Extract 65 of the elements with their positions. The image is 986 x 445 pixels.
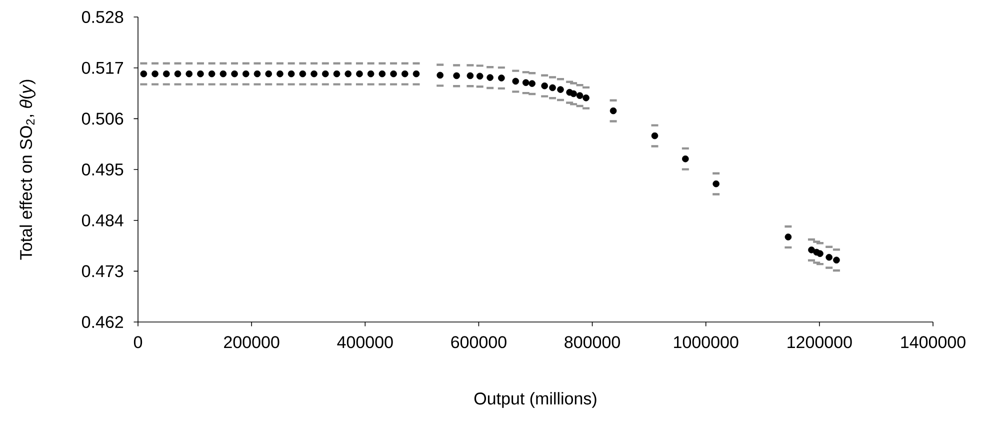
x-tick-label: 600000 bbox=[451, 336, 506, 348]
point bbox=[833, 256, 840, 264]
point bbox=[436, 72, 444, 79]
y-tick-label: 0.484 bbox=[82, 214, 124, 226]
point bbox=[356, 70, 363, 78]
point bbox=[186, 70, 193, 78]
point bbox=[466, 72, 474, 80]
point bbox=[582, 94, 590, 102]
point bbox=[344, 70, 352, 78]
point bbox=[174, 70, 182, 78]
point bbox=[412, 70, 420, 78]
point bbox=[682, 155, 689, 162]
point bbox=[453, 72, 460, 80]
y-tick-label: 0.517 bbox=[82, 62, 123, 74]
point bbox=[549, 84, 556, 92]
point bbox=[140, 70, 148, 78]
point bbox=[570, 90, 577, 98]
point bbox=[476, 72, 484, 80]
point bbox=[322, 70, 329, 78]
point bbox=[242, 70, 250, 78]
point bbox=[231, 70, 238, 78]
x-tick-label: 0 bbox=[134, 336, 142, 348]
point bbox=[333, 70, 340, 78]
point bbox=[401, 70, 408, 78]
point bbox=[299, 70, 306, 78]
point bbox=[576, 92, 584, 99]
point bbox=[254, 70, 261, 78]
x-axis-title: Output (millions) bbox=[474, 392, 596, 408]
point bbox=[712, 180, 720, 188]
point bbox=[208, 70, 216, 78]
x-tick-label: 800000 bbox=[564, 336, 620, 348]
point bbox=[528, 80, 536, 87]
point bbox=[784, 234, 792, 240]
point bbox=[152, 70, 158, 78]
x-tick-label: 1200000 bbox=[788, 336, 852, 348]
point bbox=[522, 79, 530, 86]
point bbox=[541, 82, 548, 90]
y-tick-label: 0.473 bbox=[82, 265, 124, 278]
y-tick-label: 0.495 bbox=[82, 163, 124, 176]
x-tick-label: 1400000 bbox=[901, 336, 966, 348]
point bbox=[486, 74, 494, 81]
point bbox=[162, 70, 170, 78]
point bbox=[826, 254, 832, 261]
point bbox=[816, 250, 824, 258]
y-tick-label: 0.506 bbox=[82, 112, 124, 125]
point bbox=[498, 74, 505, 82]
x-tick-label: 400000 bbox=[337, 336, 393, 348]
y-tick-label: 0.528 bbox=[82, 10, 124, 24]
y-tick-label: 0.462 bbox=[82, 316, 123, 328]
point bbox=[557, 86, 564, 93]
point bbox=[378, 70, 386, 78]
point bbox=[276, 70, 284, 78]
point bbox=[310, 70, 318, 78]
point bbox=[265, 70, 272, 78]
point bbox=[651, 132, 658, 140]
point bbox=[512, 78, 520, 85]
point bbox=[197, 70, 204, 78]
point bbox=[367, 70, 374, 78]
point bbox=[220, 70, 227, 78]
point bbox=[610, 107, 617, 114]
x-tick-label: 200000 bbox=[224, 336, 280, 348]
point bbox=[808, 246, 815, 254]
point bbox=[288, 70, 295, 78]
point bbox=[390, 70, 397, 78]
x-tick-label: 1000000 bbox=[674, 336, 738, 348]
